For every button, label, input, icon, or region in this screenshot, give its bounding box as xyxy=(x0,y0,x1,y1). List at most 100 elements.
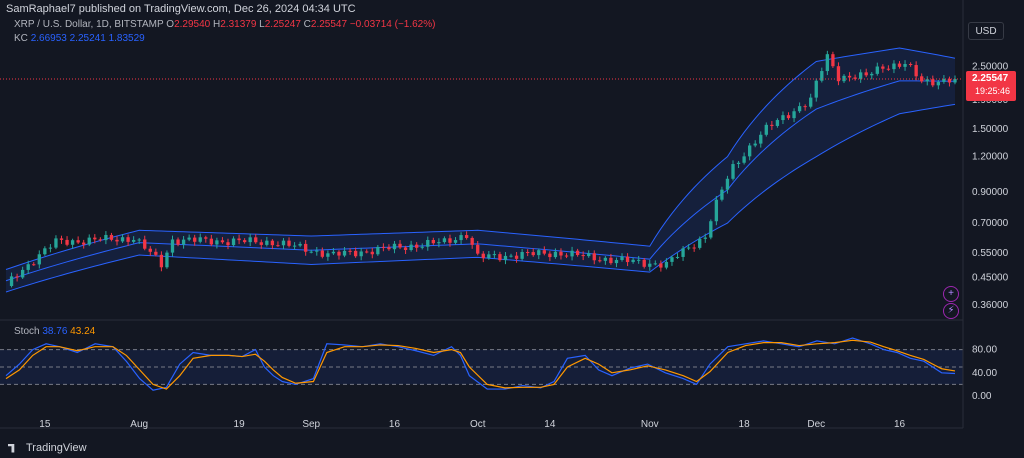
candle-body xyxy=(548,253,552,258)
keltner-lower-line xyxy=(5,103,956,293)
kc-upper-value: 2.66953 xyxy=(30,33,67,44)
candle-body xyxy=(692,247,696,249)
candle-body xyxy=(9,276,14,286)
candle-body xyxy=(814,80,818,98)
price-tick-label: 0.45000 xyxy=(972,272,1009,283)
candle-body xyxy=(59,238,64,240)
candle-body xyxy=(326,253,330,257)
candle-body xyxy=(709,221,713,238)
candle-body xyxy=(187,237,191,240)
candle-body xyxy=(109,234,114,240)
candle-body xyxy=(381,246,386,248)
candle-body xyxy=(753,143,757,146)
candle-body xyxy=(281,240,286,246)
candle-body xyxy=(392,243,397,250)
candle-body xyxy=(531,252,535,256)
price-badge-price: 2.25547 xyxy=(972,73,1009,84)
open-label: O xyxy=(166,19,175,30)
stoch-legend: Stoch 38.76 43.24 xyxy=(14,326,95,337)
candle-body xyxy=(509,255,513,257)
candle-body xyxy=(265,240,269,245)
candle-body xyxy=(609,257,613,264)
candle-body xyxy=(242,240,247,243)
candle-body xyxy=(387,247,391,250)
candle-body xyxy=(559,251,563,256)
stoch-k-value: 38.76 xyxy=(42,326,68,337)
candle-body xyxy=(298,243,302,246)
candle-body xyxy=(564,255,569,257)
candle-body xyxy=(881,66,885,69)
time-tick-label: 16 xyxy=(389,419,401,430)
candle-body xyxy=(431,240,435,244)
candle-body xyxy=(476,244,480,254)
symbol-label: XRP / U.S. Dollar, 1D, BITSTAMP xyxy=(14,19,164,30)
candle-body xyxy=(836,66,841,82)
candle-body xyxy=(193,237,197,242)
candle-body xyxy=(786,115,791,119)
stoch-k-line xyxy=(5,337,956,391)
stoch-tick-label: 40.00 xyxy=(972,368,997,379)
candle-body xyxy=(248,237,252,243)
candle-body xyxy=(143,239,147,249)
add-icon[interactable]: + xyxy=(943,286,959,302)
candle-body xyxy=(470,237,474,245)
time-tick-label: Sep xyxy=(302,419,320,430)
candle-body xyxy=(409,244,413,251)
candle-body xyxy=(747,145,752,157)
change-value: −0.03714 (−1.62%) xyxy=(349,19,436,30)
candle-body xyxy=(742,156,746,163)
time-tick-label: 14 xyxy=(544,419,556,430)
candle-body xyxy=(736,162,741,165)
kc-mid-value: 2.25241 xyxy=(69,33,106,44)
candle-body xyxy=(304,243,308,252)
price-badge-bg xyxy=(966,70,1016,101)
keltner-upper-line xyxy=(5,47,956,271)
kc-label: KC xyxy=(14,33,28,44)
stoch-tick-label: 80.00 xyxy=(972,345,997,356)
candle-body xyxy=(137,239,141,241)
price-tick-label: 0.55000 xyxy=(972,248,1009,259)
lightning-icon[interactable]: ⚡ xyxy=(943,303,959,319)
close-label: C xyxy=(303,19,311,30)
candle-body xyxy=(908,64,913,66)
candle-body xyxy=(831,54,835,67)
currency-button[interactable]: USD xyxy=(968,22,1004,40)
high-value: 2.31379 xyxy=(220,19,257,30)
stoch-pane xyxy=(0,337,963,391)
candle-body xyxy=(148,248,152,252)
candle-body xyxy=(442,238,447,243)
candle-body xyxy=(254,237,258,243)
candle-body xyxy=(415,244,419,248)
candle-body xyxy=(620,256,624,260)
candle-body xyxy=(614,259,619,264)
stoch-d-line xyxy=(5,339,956,390)
tradingview-brand-text: TradingView xyxy=(26,442,87,454)
candle-body xyxy=(170,239,175,253)
candle-body xyxy=(342,250,347,256)
candle-body xyxy=(37,254,41,265)
candle-body xyxy=(259,242,263,245)
candle-body xyxy=(43,248,47,255)
candle-body xyxy=(903,64,907,67)
candle-body xyxy=(353,250,358,257)
time-tick-label: 16 xyxy=(894,419,906,430)
candle-body xyxy=(598,260,602,262)
candle-body xyxy=(858,72,863,79)
candle-body xyxy=(675,256,680,258)
candle-body xyxy=(426,240,430,247)
candle-body xyxy=(686,247,691,249)
candle-body xyxy=(642,259,646,267)
candle-body xyxy=(204,237,208,239)
time-tick-label: 15 xyxy=(39,419,51,430)
candle-body xyxy=(570,250,574,257)
price-tick-label: 1.50000 xyxy=(972,124,1009,135)
kc-legend: KC 2.66953 2.25241 1.83529 xyxy=(14,33,145,44)
candle-body xyxy=(625,256,630,263)
candle-body xyxy=(781,115,785,121)
candle-body xyxy=(76,240,80,243)
candle-body xyxy=(154,251,158,255)
candle-body xyxy=(237,238,241,241)
candle-body xyxy=(309,251,313,253)
candle-body xyxy=(514,255,519,259)
